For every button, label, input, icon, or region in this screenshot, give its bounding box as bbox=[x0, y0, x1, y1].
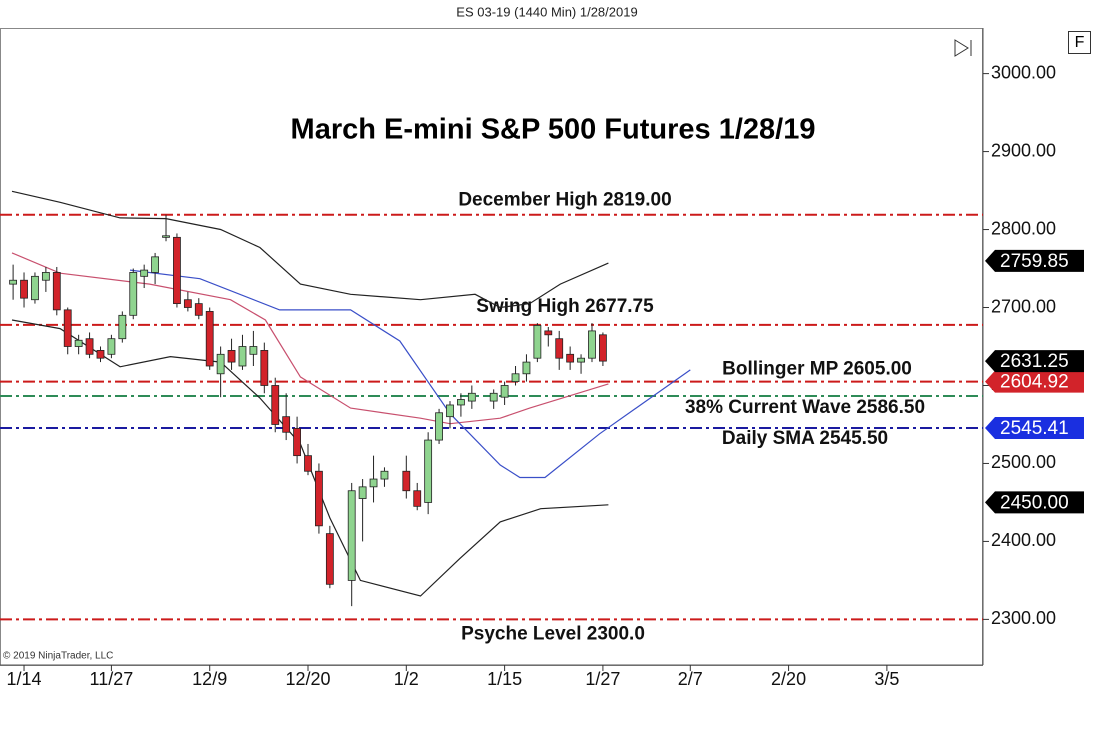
candle-body bbox=[555, 338, 564, 359]
y-tick-label: 2500.00 bbox=[991, 452, 1056, 472]
y-tick-label: 2700.00 bbox=[991, 296, 1056, 316]
candle-body bbox=[205, 311, 214, 367]
candle-body bbox=[369, 478, 378, 488]
f-button[interactable] bbox=[1068, 31, 1091, 54]
x-tick-label: 11/27 bbox=[90, 669, 134, 689]
x-tick-label: 2/20 bbox=[771, 669, 806, 689]
candle-body bbox=[577, 357, 585, 363]
candle-body bbox=[238, 346, 247, 367]
candle-body bbox=[249, 346, 258, 355]
price-marker-label: 2631.25 bbox=[1000, 351, 1069, 372]
candle-body bbox=[457, 399, 465, 406]
candle-body bbox=[140, 269, 149, 277]
candle-body bbox=[424, 439, 433, 503]
indicator-line bbox=[11, 190, 609, 309]
candle-body bbox=[96, 349, 105, 359]
candle-body bbox=[304, 455, 312, 472]
candle-body bbox=[402, 470, 411, 492]
candle-body bbox=[74, 339, 83, 347]
candle-body bbox=[216, 353, 225, 375]
candle-body bbox=[63, 309, 72, 347]
candle-body bbox=[20, 279, 28, 299]
candle-body bbox=[118, 314, 127, 340]
candle-body bbox=[500, 385, 509, 398]
candle-body bbox=[227, 349, 236, 363]
price-marker-label: 2759.85 bbox=[1000, 251, 1069, 272]
candle-body bbox=[511, 373, 520, 382]
candle-body bbox=[293, 427, 301, 457]
x-tick-label: 1/15 bbox=[487, 669, 522, 689]
price-marker-label: 2450.00 bbox=[1000, 492, 1069, 513]
x-tick-label: 12/20 bbox=[285, 669, 330, 689]
candle-body bbox=[129, 272, 138, 316]
level-label: Psyche Level 2300.0 bbox=[461, 623, 645, 644]
y-tick-label: 3000.00 bbox=[991, 62, 1056, 82]
candle-body bbox=[183, 299, 192, 308]
level-label: December High 2819.00 bbox=[458, 190, 671, 211]
x-tick-label: 12/9 bbox=[192, 669, 227, 689]
candle-body bbox=[282, 416, 291, 433]
price-marker bbox=[985, 350, 1084, 373]
x-tick-label: 1/27 bbox=[585, 669, 620, 689]
candle-body bbox=[522, 361, 531, 375]
candle-body bbox=[85, 338, 94, 355]
copyright: © 2019 NinjaTrader, LLC bbox=[3, 651, 113, 662]
candle-body bbox=[467, 392, 476, 402]
candle-body bbox=[107, 338, 116, 355]
candle-body bbox=[435, 412, 443, 441]
level-label: 38% Current Wave 2586.50 bbox=[685, 397, 925, 418]
candle-body bbox=[325, 533, 334, 585]
candle-body bbox=[380, 470, 389, 480]
header: ES 03-19 (1440 Min) 1/28/2019 bbox=[456, 4, 637, 19]
y-tick-label: 2400.00 bbox=[991, 530, 1056, 550]
candle-body bbox=[31, 275, 39, 301]
candle-body bbox=[599, 334, 607, 362]
x-tick-label: 1/14 bbox=[7, 669, 42, 689]
candle-body bbox=[413, 490, 422, 507]
candle-body bbox=[173, 236, 181, 305]
y-tick-label: 2900.00 bbox=[991, 140, 1056, 160]
price-marker bbox=[985, 417, 1084, 440]
price-marker bbox=[985, 491, 1084, 514]
price-marker-label: 2545.41 bbox=[1000, 418, 1069, 439]
play-icon[interactable] bbox=[954, 39, 972, 57]
candle-body bbox=[446, 404, 454, 418]
f-button-label[interactable]: F bbox=[1075, 34, 1085, 51]
price-marker bbox=[985, 370, 1084, 393]
x-tick-label: 1/2 bbox=[394, 669, 419, 689]
candle-body bbox=[588, 330, 596, 359]
candle-body bbox=[9, 279, 18, 285]
candle-body bbox=[52, 272, 61, 311]
x-tick-label: 2/7 bbox=[678, 669, 703, 689]
level-label: Bollinger MP 2605.00 bbox=[722, 359, 912, 380]
candle-body bbox=[41, 272, 50, 281]
y-tick-label: 2300.00 bbox=[991, 608, 1056, 628]
candle-body bbox=[544, 330, 553, 336]
plot-frame bbox=[0, 28, 983, 666]
candle-body bbox=[566, 353, 575, 363]
candle-body bbox=[151, 256, 159, 273]
price-marker bbox=[985, 249, 1084, 272]
level-label: Swing High 2677.75 bbox=[476, 296, 654, 317]
candle-body bbox=[347, 490, 356, 581]
x-tick-label: 3/5 bbox=[874, 669, 899, 689]
candle-body bbox=[162, 235, 170, 238]
candle-body bbox=[358, 486, 367, 499]
candle-body bbox=[315, 470, 323, 527]
level-label: Daily SMA 2545.50 bbox=[722, 428, 888, 449]
candle-body bbox=[271, 385, 280, 425]
candle-body bbox=[194, 303, 203, 316]
candle-body bbox=[533, 325, 542, 359]
price-marker-label: 2604.92 bbox=[1000, 372, 1069, 393]
candle-body bbox=[489, 392, 498, 402]
chart-title: March E-mini S&P 500 Futures 1/28/19 bbox=[291, 114, 816, 146]
y-tick-label: 2800.00 bbox=[991, 218, 1056, 238]
candle-body bbox=[260, 349, 269, 386]
